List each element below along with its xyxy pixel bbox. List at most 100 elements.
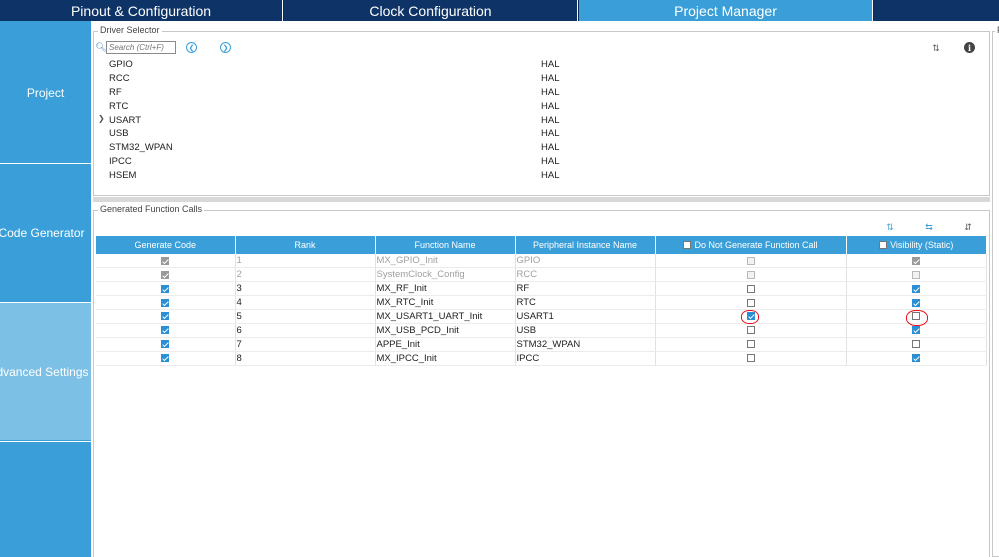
tab-pinout-configuration[interactable]: Pinout & Configuration <box>0 0 283 21</box>
driver-mode[interactable]: HAL <box>541 170 560 182</box>
driver-mode[interactable]: HAL <box>541 100 560 112</box>
search-input[interactable] <box>106 41 176 54</box>
rank-cell: 5 <box>235 309 376 324</box>
generate-code-checkbox[interactable] <box>161 312 170 321</box>
driver-selector-title: Driver Selector <box>98 25 162 35</box>
do-not-generate-cell <box>655 295 847 311</box>
sort-icon[interactable]: ⇵ <box>964 221 972 232</box>
do-not-generate-checkbox <box>746 256 755 265</box>
rank-cell: 2 <box>235 267 376 283</box>
driver-mode[interactable]: HAL <box>541 59 560 70</box>
select-all-visibility-checkbox[interactable] <box>879 241 888 249</box>
driver-name: USART <box>109 114 142 126</box>
horizontal-scrollbar[interactable] <box>93 197 990 202</box>
driver-mode[interactable]: HAL <box>541 156 560 168</box>
column-header-do-not-generate[interactable]: Do Not Generate Function Call <box>655 236 847 254</box>
driver-row[interactable]: HSEM HAL <box>96 169 986 183</box>
driver-row[interactable]: ❯ USART HAL <box>96 114 986 128</box>
chevron-right-icon[interactable]: ❯ <box>220 42 231 53</box>
function-name-cell[interactable]: MX_USB_PCD_Init <box>375 323 516 338</box>
do-not-generate-cell <box>655 254 847 269</box>
driver-row[interactable]: RF HAL <box>96 86 986 100</box>
generate-code-cell <box>96 254 236 269</box>
generate-code-checkbox[interactable] <box>161 340 170 349</box>
do-not-generate-checkbox[interactable] <box>746 354 755 363</box>
sidebar-item-label: Code Generator <box>0 225 85 240</box>
table-row[interactable]: 7 APPE_Init STM32_WPAN <box>96 337 987 352</box>
top-tab-bar: Pinout & Configuration Clock Configurati… <box>0 0 999 21</box>
generate-code-checkbox <box>161 270 170 279</box>
driver-mode[interactable]: HAL <box>541 72 560 84</box>
move-down-icon[interactable]: ⇆ <box>925 221 933 232</box>
driver-row[interactable]: USB HAL <box>96 127 986 141</box>
column-header-generate-code[interactable]: Generate Code <box>96 236 236 254</box>
do-not-generate-checkbox[interactable] <box>746 284 755 293</box>
tab-clock-configuration[interactable]: Clock Configuration <box>284 0 578 21</box>
sidebar-item-project[interactable]: Project <box>0 24 91 162</box>
visibility-checkbox <box>912 256 920 265</box>
visibility-checkbox[interactable] <box>912 298 920 307</box>
rank-cell: 8 <box>235 351 376 366</box>
generate-code-checkbox[interactable] <box>161 284 170 293</box>
sidebar-item-code-generator[interactable]: Code Generator <box>0 163 91 301</box>
table-row[interactable]: 4 MX_RTC_Init RTC <box>96 295 987 311</box>
column-header-visibility[interactable]: Visibility (Static) <box>846 236 986 254</box>
generate-code-checkbox <box>161 256 170 265</box>
column-header-function-name[interactable]: Function Name <box>375 236 516 254</box>
generate-code-cell <box>96 337 236 352</box>
table-row[interactable]: 2 SystemClock_Config RCC <box>96 267 987 283</box>
peripheral-instance-cell: USART1 <box>515 309 656 324</box>
visibility-checkbox[interactable] <box>912 326 920 335</box>
visibility-checkbox[interactable] <box>912 284 920 293</box>
annotation-circle-do-not-generate <box>741 310 759 324</box>
do-not-generate-checkbox[interactable] <box>746 298 755 307</box>
do-not-generate-checkbox[interactable] <box>746 340 755 349</box>
rank-cell: 3 <box>235 281 376 297</box>
function-name-cell[interactable]: MX_RF_Init <box>375 281 516 297</box>
column-header-peripheral-instance[interactable]: Peripheral Instance Name <box>515 236 656 254</box>
driver-row[interactable]: GPIO HAL <box>96 58 986 72</box>
table-row[interactable]: 3 MX_RF_Init RF <box>96 281 987 297</box>
function-name-cell[interactable]: APPE_Init <box>375 337 516 352</box>
move-up-icon[interactable]: ⇅ <box>886 221 894 232</box>
chevron-right-icon[interactable]: ❯ <box>98 113 105 123</box>
generate-code-checkbox[interactable] <box>161 354 170 363</box>
info-icon[interactable]: i <box>964 42 975 53</box>
driver-row[interactable]: RCC HAL <box>96 72 986 86</box>
do-not-generate-cell <box>655 267 847 283</box>
function-name-cell[interactable]: MX_RTC_Init <box>375 295 516 311</box>
chevron-left-icon[interactable]: ❮ <box>186 42 197 53</box>
visibility-cell <box>846 323 987 338</box>
driver-mode[interactable]: HAL <box>541 128 560 140</box>
do-not-generate-checkbox[interactable] <box>746 326 755 335</box>
generate-code-cell <box>96 351 236 366</box>
function-calls-table: Generate Code Rank Function Name Periphe… <box>96 236 987 366</box>
sidebar-item-advanced-settings[interactable]: Advanced Settings <box>0 302 91 440</box>
driver-row[interactable]: RTC HAL <box>96 100 986 114</box>
visibility-checkbox <box>912 270 920 279</box>
driver-row[interactable]: STM32_WPAN HAL <box>96 141 986 155</box>
driver-mode[interactable]: HAL <box>541 114 560 126</box>
visibility-checkbox[interactable] <box>912 354 920 363</box>
column-header-label: Do Not Generate Function Call <box>694 240 818 250</box>
select-all-do-not-generate-checkbox[interactable] <box>683 241 692 249</box>
table-row[interactable]: 6 MX_USB_PCD_Init USB <box>96 323 987 338</box>
function-name-cell[interactable]: MX_USART1_UART_Init <box>375 309 516 324</box>
generated-function-calls-title: Generated Function Calls <box>98 204 205 214</box>
column-header-rank[interactable]: Rank <box>235 236 376 254</box>
driver-row[interactable]: IPCC HAL <box>96 155 986 169</box>
table-row[interactable]: 1 MX_GPIO_Init GPIO <box>96 254 987 269</box>
generate-code-checkbox[interactable] <box>161 326 170 335</box>
sidebar: Project Code Generator Advanced Settings <box>0 21 91 557</box>
generate-code-checkbox[interactable] <box>161 298 170 307</box>
tab-project-manager[interactable]: Project Manager <box>579 0 873 21</box>
visibility-checkbox[interactable] <box>912 340 920 349</box>
table-row[interactable]: 8 MX_IPCC_Init IPCC <box>96 351 987 366</box>
table-row[interactable]: 5 MX_USART1_UART_Init USART1 <box>96 309 987 324</box>
function-name-cell[interactable]: MX_IPCC_Init <box>375 351 516 366</box>
function-name-cell: MX_GPIO_Init <box>375 254 516 269</box>
sort-icon[interactable]: ⇅ <box>932 42 940 53</box>
driver-mode[interactable]: HAL <box>541 86 560 98</box>
visibility-cell <box>846 295 987 311</box>
driver-mode[interactable]: HAL <box>541 142 560 154</box>
